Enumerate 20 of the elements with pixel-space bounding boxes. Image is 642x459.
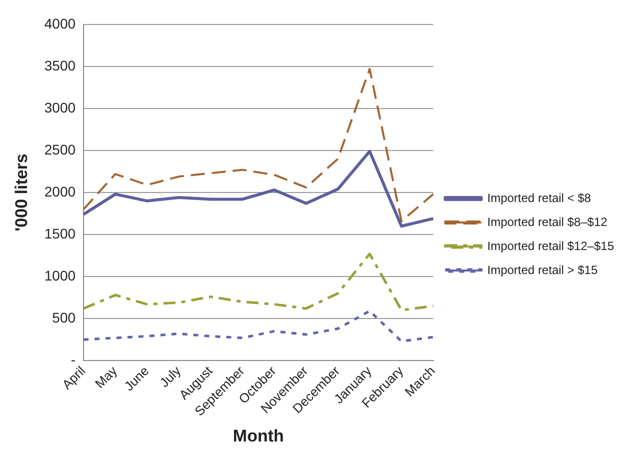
y-tick-label: -	[70, 351, 76, 368]
y-tick-label: 1500	[44, 225, 76, 242]
legend-label: Imported retail > $15	[487, 262, 598, 277]
y-tick-label: 3500	[44, 57, 76, 74]
legend-label: Imported retail $12–$15	[487, 238, 614, 253]
y-tick-label: 1000	[44, 267, 76, 284]
y-tick-label: 500	[52, 309, 76, 326]
y-tick-label: 3000	[44, 99, 76, 116]
legend-label: Imported retail < $8	[487, 190, 592, 205]
line-series	[82, 252, 434, 312]
y-tick-label: 2500	[44, 141, 76, 158]
line-series	[82, 68, 434, 222]
x-tick-label: May	[92, 362, 120, 392]
y-axis-title: '000 liters	[12, 154, 31, 232]
y-tick-label: 4000	[44, 15, 76, 32]
line-series	[82, 310, 434, 343]
x-axis-title: Month	[232, 426, 284, 446]
y-tick-label: 2000	[44, 183, 76, 200]
legend-label: Imported retail $8–$12	[487, 214, 608, 229]
x-tick-label: July	[156, 362, 184, 390]
